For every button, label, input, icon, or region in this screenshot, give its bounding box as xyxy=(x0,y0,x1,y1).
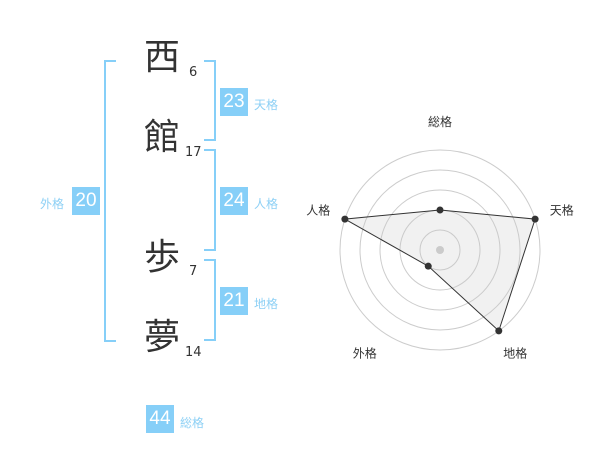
radar-axis-label: 総格 xyxy=(428,114,452,129)
stroke-count: 14 xyxy=(185,345,202,360)
radar-point xyxy=(531,215,539,223)
radar-ring xyxy=(379,189,501,311)
soukaku-label: 総格 xyxy=(180,416,205,430)
jinkaku-bracket xyxy=(204,149,216,251)
tenkaku-bracket xyxy=(204,60,216,141)
radar-point xyxy=(341,215,349,223)
radar-ring xyxy=(419,229,461,271)
name-char: 館 xyxy=(143,117,180,158)
jinkaku-label: 人格 xyxy=(254,197,279,211)
radar-ring xyxy=(359,169,521,331)
chikaku-value: 21 xyxy=(220,287,248,315)
radar-point xyxy=(436,206,444,214)
name-char: 夢 xyxy=(143,317,180,358)
stroke-count: 17 xyxy=(185,145,202,160)
gaikaku-value: 20 xyxy=(72,187,100,215)
chikaku-label: 地格 xyxy=(254,297,279,311)
stroke-count: 6 xyxy=(189,65,198,80)
radar-center xyxy=(436,246,444,254)
name-char: 歩 xyxy=(143,237,180,278)
radar-point xyxy=(424,262,432,270)
name-char: 西 xyxy=(143,37,180,78)
radar-axis-label: 天格 xyxy=(550,202,574,217)
radar-axis-label: 人格 xyxy=(306,202,330,217)
stroke-count: 7 xyxy=(189,264,198,279)
radar-area xyxy=(343,209,536,332)
jinkaku-value: 24 xyxy=(220,187,248,215)
soukaku-value: 44 xyxy=(146,405,174,433)
radar-ring xyxy=(339,149,541,351)
tenkaku-label: 天格 xyxy=(254,98,279,112)
tenkaku-value: 23 xyxy=(220,88,248,116)
chikaku-bracket xyxy=(204,259,216,341)
radar-point xyxy=(495,327,503,335)
gaikaku-bracket xyxy=(104,60,116,342)
radar-axis-label: 外格 xyxy=(353,346,377,361)
radar-axis-label: 地格 xyxy=(503,346,527,361)
gaikaku-label: 外格 xyxy=(40,197,65,211)
